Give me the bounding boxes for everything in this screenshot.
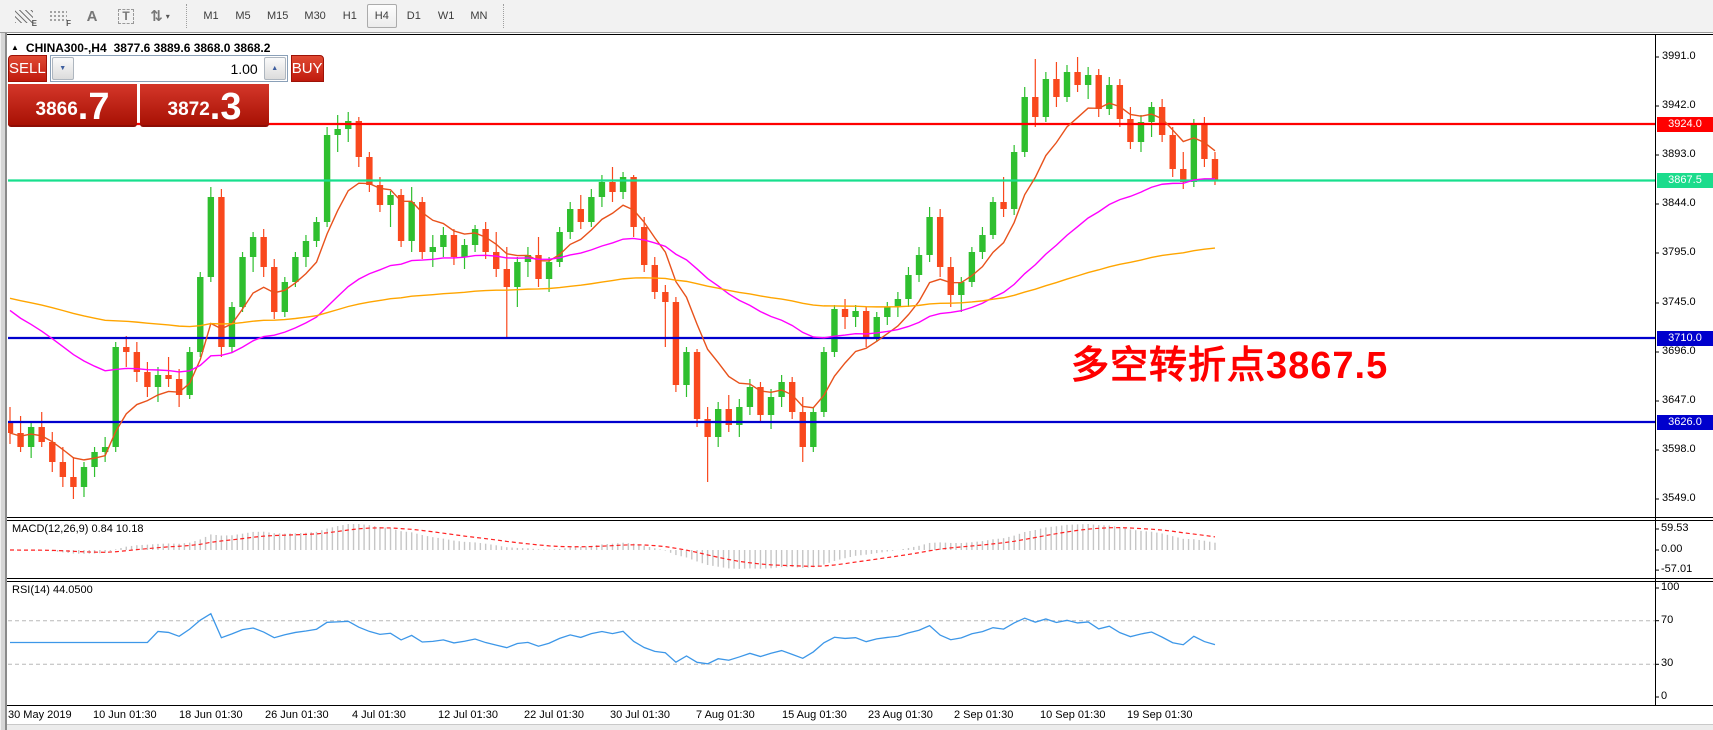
timeframe-button-m15[interactable]: M15 (267, 10, 289, 22)
time-tick-label: 15 Aug 01:30 (782, 709, 847, 721)
grid-pattern-tool-icon (49, 9, 67, 23)
toolbar-separator (186, 4, 187, 28)
rsi-indicator-label: RSI(14) 44.0500 (12, 584, 93, 596)
chevron-up-icon: ▲ (271, 65, 279, 72)
time-tick-label: 30 May 2019 (8, 709, 72, 721)
cycle-symbols-tool-icon: ⇅ (150, 8, 163, 25)
window-bottom-edge (0, 724, 1713, 730)
volume-increase-button[interactable]: ▲ (263, 57, 286, 80)
sell-price-fraction: .7 (77, 85, 110, 127)
rsi-tick-label: 100 (1661, 581, 1680, 593)
buy-button[interactable]: BUY (290, 55, 324, 82)
timeframe-button-w1[interactable]: W1 (437, 10, 455, 22)
chevron-down-icon: ▼ (59, 65, 67, 72)
window-left-edge (0, 33, 7, 730)
timeframe-group: M1 M5 M15 M30 H1 H4 D1 W1 MN (195, 4, 495, 28)
price-tick-label: 3549.0 (1662, 492, 1696, 504)
price-tick-label: 3598.0 (1662, 443, 1696, 455)
collapse-arrow-icon[interactable]: ▲ (11, 42, 19, 52)
time-tick-label: 2 Sep 01:30 (954, 709, 1014, 721)
price-tick-label: 3991.0 (1662, 50, 1696, 62)
price-level-badge: 3924.0 (1657, 116, 1713, 132)
time-tick-label: 22 Jul 01:30 (524, 709, 584, 721)
macd-indicator-label: MACD(12,26,9) 0.84 10.18 (12, 523, 144, 535)
price-tick-label: 3942.0 (1662, 99, 1696, 111)
time-tick-label: 23 Aug 01:30 (868, 709, 933, 721)
sell-price-main: 3866 (35, 99, 78, 120)
macd-tick-label: 59.53 (1661, 522, 1689, 534)
time-tick-label: 10 Jun 01:30 (93, 709, 157, 721)
price-level-badge: 3867.5 (1657, 173, 1713, 188)
price-tick-label: 3844.0 (1662, 197, 1696, 209)
ohlc-values: 3877.6 3889.6 3868.0 3868.2 (113, 41, 271, 55)
time-tick-label: 4 Jul 01:30 (352, 709, 406, 721)
chart-header: ▲ CHINA300-,H4 3877.6 3889.6 3868.0 3868… (11, 41, 270, 55)
candles-layer (8, 57, 1655, 499)
chevron-down-icon: ▾ (165, 11, 170, 21)
macd-layer (9, 524, 1216, 569)
toolbar-separator (503, 4, 505, 28)
text-label-tool-button[interactable]: A (76, 3, 108, 29)
sell-price-display[interactable]: 3866.7 (8, 84, 137, 127)
rsi-layer (8, 612, 1655, 665)
text-box-tool-icon: T (118, 8, 134, 24)
time-tick-label: 12 Jul 01:30 (438, 709, 498, 721)
grid-pattern-tool-button[interactable]: F (42, 3, 74, 29)
time-tick-label: 19 Sep 01:30 (1127, 709, 1193, 721)
cycle-symbols-tool-button[interactable]: ⇅ ▾ (144, 3, 176, 29)
macd-tick-label: -57.01 (1661, 563, 1693, 576)
rsi-tick-label: 30 (1661, 657, 1674, 670)
time-tick-label: 26 Jun 01:30 (265, 709, 329, 721)
macd-tick-label: 0.00 (1661, 543, 1683, 555)
drawing-tools-group: E F A T ⇅ ▾ (8, 3, 178, 29)
rsi-tick-label: 0 (1661, 690, 1668, 702)
text-box-tool-button[interactable]: T (110, 3, 142, 29)
toolbar: E F A T ⇅ ▾ M1 M5 M15 M30 H1 H4 D1 W1 MN (0, 0, 1713, 33)
timeframe-button-m30[interactable]: M30 (304, 10, 326, 22)
price-level-badge: 3626.0 (1657, 414, 1713, 430)
rsi-tick-label: 70 (1661, 613, 1674, 626)
price-tick-label: 3696.0 (1662, 345, 1696, 357)
time-tick-label: 18 Jun 01:30 (179, 709, 243, 721)
price-tick-label: 3745.0 (1662, 296, 1696, 308)
volume-decrease-button[interactable]: ▼ (51, 57, 74, 80)
timeframe-button-m1[interactable]: M1 (203, 10, 219, 22)
timeframe-button-m5[interactable]: M5 (235, 10, 251, 22)
price-tick-label: 3647.0 (1662, 394, 1696, 406)
buy-price-main: 3872 (167, 99, 210, 120)
chart-annotation-text: 多空转折点3867.5 (1071, 345, 1389, 387)
timeframe-button-h1[interactable]: H1 (342, 10, 357, 22)
hatch-pattern-tool-icon (15, 9, 33, 23)
buy-price-fraction: .3 (209, 85, 242, 127)
buy-price-display[interactable]: 3872.3 (140, 84, 269, 127)
time-axis: 30 May 2019 10 Jun 01:30 18 Jun 01:30 26 Ju… (0, 706, 1713, 724)
hatch-pattern-tool-button[interactable]: E (8, 3, 40, 29)
timeframe-button-mn[interactable]: MN (470, 10, 488, 22)
symbol-label: CHINA300-,H4 (25, 41, 107, 55)
time-tick-label: 7 Aug 01:30 (696, 709, 755, 721)
time-tick-label: 30 Jul 01:30 (610, 709, 670, 721)
time-tick-label: 10 Sep 01:30 (1040, 709, 1106, 721)
volume-input[interactable] (74, 56, 263, 81)
price-tick-label: 3795.0 (1662, 246, 1696, 258)
timeframe-button-d1[interactable]: D1 (406, 10, 421, 22)
tool-letter: E (31, 19, 37, 28)
price-level-badge: 3710.0 (1657, 330, 1713, 346)
sell-button[interactable]: SELL (8, 55, 47, 82)
text-label-tool-icon: A (86, 7, 98, 25)
timeframe-button-h4[interactable]: H4 (366, 4, 397, 28)
one-click-trading-panel: SELL ▼ ▲ BUY 3866.7 3872.3 (8, 55, 324, 127)
volume-stepper: ▼ ▲ (49, 55, 288, 82)
tool-letter: F (66, 19, 71, 28)
price-tick-label: 3893.0 (1662, 148, 1696, 160)
